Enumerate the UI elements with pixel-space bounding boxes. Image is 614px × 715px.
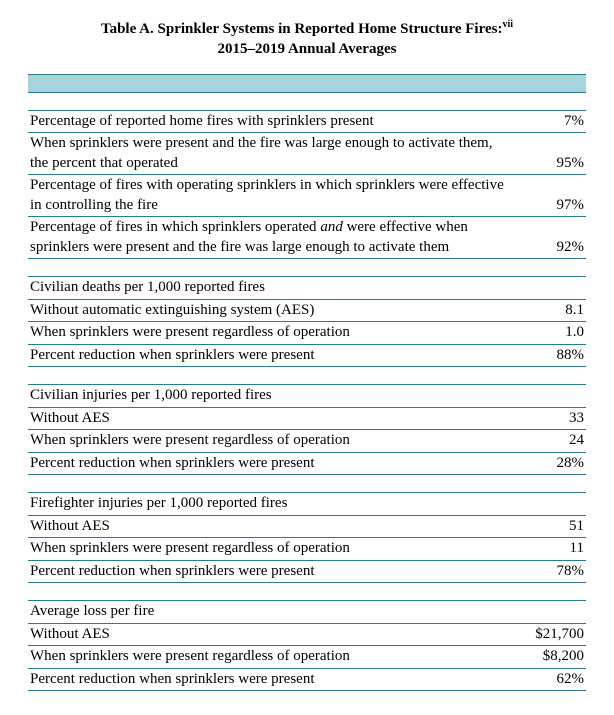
row-label: Percentage of reported home fires with s… xyxy=(28,110,506,133)
row-value: 7% xyxy=(506,110,586,133)
row-value: 78% xyxy=(506,560,586,583)
title-line-1: Table A. Sprinkler Systems in Reported H… xyxy=(101,21,503,37)
row-value xyxy=(506,277,586,300)
row-value: 28% xyxy=(506,452,586,475)
table-row: When sprinklers were present regardless … xyxy=(28,538,586,561)
row-label: When sprinklers were present regardless … xyxy=(28,322,506,345)
table-row: Without AES 51 xyxy=(28,515,586,538)
row-value xyxy=(506,385,586,408)
table-row: Without AES $21,700 xyxy=(28,623,586,646)
row-value: 24 xyxy=(506,430,586,453)
table-row: Without AES 33 xyxy=(28,407,586,430)
section-header: Firefighter injuries per 1,000 reported … xyxy=(28,493,506,516)
row-label: Without AES xyxy=(28,515,506,538)
row-value: 62% xyxy=(506,668,586,691)
spacer-row xyxy=(28,475,586,493)
row-value xyxy=(506,493,586,516)
table-row: Percent reduction when sprinklers were p… xyxy=(28,452,586,475)
row-label: Percentage of fires in which sprinklers … xyxy=(28,217,506,259)
table-row: Percent reduction when sprinklers were p… xyxy=(28,668,586,691)
table-row: Percent reduction when sprinklers were p… xyxy=(28,560,586,583)
row-label: Percent reduction when sprinklers were p… xyxy=(28,452,506,475)
table-row: Without automatic extinguishing system (… xyxy=(28,299,586,322)
row-value: 97% xyxy=(506,175,586,217)
row-label: Without automatic extinguishing system (… xyxy=(28,299,506,322)
row-label: Percent reduction when sprinklers were p… xyxy=(28,344,506,367)
spacer-row xyxy=(28,92,586,110)
row-label: Percentage of fires with operating sprin… xyxy=(28,175,506,217)
row-value: $21,700 xyxy=(506,623,586,646)
row-value: 88% xyxy=(506,344,586,367)
section-header: Civilian injuries per 1,000 reported fir… xyxy=(28,385,506,408)
row-label: When sprinklers were present regardless … xyxy=(28,430,506,453)
title-line-2: 2015–2019 Annual Averages xyxy=(218,41,397,57)
spacer-row xyxy=(28,259,586,277)
section-header-row: Firefighter injuries per 1,000 reported … xyxy=(28,493,586,516)
sprinkler-table: Percentage of reported home fires with s… xyxy=(28,74,586,692)
table-row: Percentage of fires with operating sprin… xyxy=(28,175,586,217)
row-value: 92% xyxy=(506,217,586,259)
footnote-ref: vii xyxy=(502,19,513,30)
row-value: 33 xyxy=(506,407,586,430)
row-value: 95% xyxy=(506,133,586,175)
header-band xyxy=(28,74,586,92)
section-header-row: Civilian injuries per 1,000 reported fir… xyxy=(28,385,586,408)
row-label: When sprinklers were present regardless … xyxy=(28,646,506,669)
table-row: When sprinklers were present regardless … xyxy=(28,646,586,669)
table-row: When sprinklers were present and the fir… xyxy=(28,133,586,175)
row-value: 8.1 xyxy=(506,299,586,322)
row-label: Percent reduction when sprinklers were p… xyxy=(28,668,506,691)
spacer-row xyxy=(28,583,586,601)
row-value: 11 xyxy=(506,538,586,561)
table-row: When sprinklers were present regardless … xyxy=(28,322,586,345)
table-row: Percent reduction when sprinklers were p… xyxy=(28,344,586,367)
section-header-row: Civilian deaths per 1,000 reported fires xyxy=(28,277,586,300)
table-row: Percentage of reported home fires with s… xyxy=(28,110,586,133)
row-value: 51 xyxy=(506,515,586,538)
row-label: Percent reduction when sprinklers were p… xyxy=(28,560,506,583)
section-header: Civilian deaths per 1,000 reported fires xyxy=(28,277,506,300)
section-header-row: Average loss per fire xyxy=(28,601,586,624)
row-label: When sprinklers were present regardless … xyxy=(28,538,506,561)
section-header: Average loss per fire xyxy=(28,601,506,624)
row-value: $8,200 xyxy=(506,646,586,669)
row-value xyxy=(506,601,586,624)
spacer-row xyxy=(28,367,586,385)
table-row: Percentage of fires in which sprinklers … xyxy=(28,217,586,259)
table-title: Table A. Sprinkler Systems in Reported H… xyxy=(28,18,586,60)
row-label: Without AES xyxy=(28,623,506,646)
row-label: Without AES xyxy=(28,407,506,430)
row-label: When sprinklers were present and the fir… xyxy=(28,133,506,175)
row-value: 1.0 xyxy=(506,322,586,345)
table-row: When sprinklers were present regardless … xyxy=(28,430,586,453)
